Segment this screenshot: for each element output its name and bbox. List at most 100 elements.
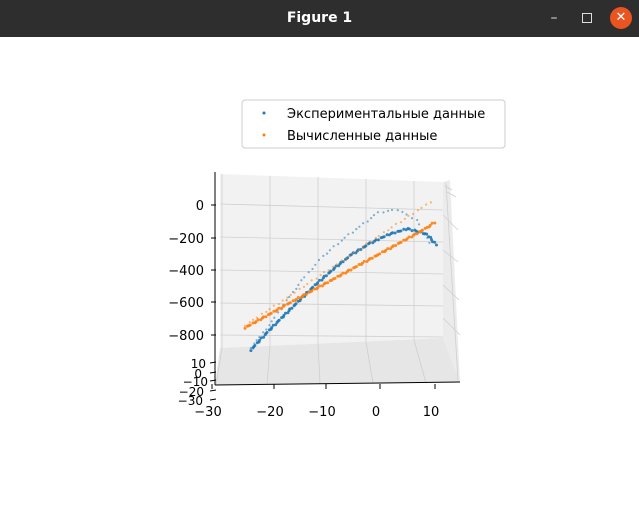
legend-marker-computed bbox=[262, 133, 266, 137]
experimental-point bbox=[316, 281, 320, 285]
computed-point bbox=[269, 311, 273, 315]
computed-point bbox=[265, 310, 268, 313]
computed-point bbox=[286, 296, 289, 299]
experimental-point bbox=[270, 320, 273, 323]
legend-label-experimental: Экспериментальные данные bbox=[287, 107, 485, 122]
computed-point bbox=[420, 228, 424, 232]
computed-point bbox=[283, 303, 286, 307]
experimental-point bbox=[393, 231, 397, 235]
experimental-point bbox=[258, 336, 261, 339]
computed-point bbox=[243, 324, 246, 327]
experimental-point bbox=[351, 231, 354, 234]
computed-point bbox=[399, 221, 403, 224]
computed-point bbox=[323, 281, 327, 285]
experimental-point bbox=[284, 311, 287, 315]
experimental-point bbox=[253, 344, 257, 347]
computed-point bbox=[289, 293, 292, 297]
experimental-point bbox=[249, 347, 252, 350]
computed-point bbox=[312, 287, 316, 291]
computed-point bbox=[260, 312, 263, 315]
computed-point bbox=[326, 281, 330, 285]
computed-point bbox=[413, 232, 417, 236]
experimental-point bbox=[288, 295, 291, 299]
computed-point bbox=[320, 284, 324, 288]
experimental-point bbox=[382, 235, 386, 239]
experimental-point bbox=[359, 248, 363, 251]
y-tick-mark bbox=[209, 398, 217, 401]
title-bar: Figure 1 – ✕ bbox=[0, 0, 639, 37]
z-tick-label: 0 bbox=[196, 199, 204, 214]
experimental-point bbox=[332, 245, 335, 248]
experimental-point bbox=[428, 241, 431, 244]
computed-point bbox=[345, 257, 348, 260]
experimental-point bbox=[253, 342, 256, 345]
computed-point bbox=[349, 268, 353, 272]
computed-point bbox=[339, 273, 343, 277]
computed-point bbox=[277, 306, 281, 310]
computed-point bbox=[357, 249, 360, 252]
computed-point bbox=[394, 222, 397, 225]
experimental-point bbox=[382, 211, 385, 214]
computed-point bbox=[365, 260, 369, 263]
z-tick-label: −400 bbox=[168, 264, 204, 279]
computed-point bbox=[369, 240, 372, 243]
computed-point bbox=[254, 320, 258, 324]
experimental-point bbox=[410, 217, 414, 220]
y-tick-mark bbox=[209, 379, 217, 382]
maximize-box-icon bbox=[582, 13, 592, 23]
experimental-point bbox=[265, 328, 268, 331]
y-tick-mark bbox=[209, 371, 217, 374]
y-ticks: 100−10−20−30 bbox=[178, 357, 217, 408]
x-tick-label: 0 bbox=[372, 405, 380, 420]
computed-point bbox=[377, 234, 380, 238]
y-tick-mark bbox=[209, 389, 217, 392]
computed-point bbox=[394, 244, 398, 247]
computed-point bbox=[304, 292, 308, 296]
experimental-point bbox=[435, 243, 438, 247]
y-tick-label: −10 bbox=[183, 375, 208, 389]
computed-point bbox=[348, 254, 351, 257]
experimental-point bbox=[320, 278, 324, 282]
minimize-icon[interactable]: – bbox=[550, 10, 558, 26]
data-points bbox=[243, 201, 438, 353]
computed-point bbox=[433, 221, 437, 225]
experimental-point bbox=[391, 231, 394, 235]
computed-point bbox=[429, 201, 432, 204]
experimental-point bbox=[340, 239, 343, 242]
window-title: Figure 1 bbox=[286, 10, 353, 26]
experimental-point bbox=[433, 240, 437, 244]
y-tick-label: −20 bbox=[179, 385, 204, 399]
experimental-point bbox=[277, 318, 281, 322]
computed-point bbox=[248, 323, 252, 327]
close-icon[interactable]: ✕ bbox=[610, 7, 632, 29]
y-tick-label: −30 bbox=[178, 394, 203, 408]
computed-point bbox=[370, 256, 374, 260]
computed-point bbox=[264, 315, 268, 319]
computed-point bbox=[310, 279, 313, 282]
computed-point bbox=[362, 259, 366, 263]
computed-point bbox=[384, 249, 388, 252]
computed-point bbox=[268, 308, 271, 311]
computed-point bbox=[291, 299, 295, 303]
experimental-point bbox=[297, 283, 300, 286]
experimental-point bbox=[396, 209, 399, 212]
computed-point bbox=[374, 236, 377, 239]
computed-point bbox=[420, 206, 423, 209]
experimental-point bbox=[328, 249, 331, 252]
computed-point bbox=[430, 221, 434, 225]
y-tick-mark bbox=[209, 361, 217, 364]
experimental-point bbox=[426, 236, 429, 240]
computed-point bbox=[306, 282, 309, 286]
legend-box bbox=[241, 99, 506, 149]
computed-point bbox=[322, 271, 326, 274]
computed-point bbox=[407, 235, 411, 239]
experimental-point bbox=[300, 279, 303, 282]
computed-point bbox=[407, 214, 410, 217]
experimental-point bbox=[265, 331, 269, 334]
experimental-point bbox=[249, 349, 253, 353]
computed-point bbox=[387, 229, 390, 232]
maximize-icon[interactable] bbox=[577, 8, 597, 28]
computed-point bbox=[256, 318, 260, 322]
computed-point bbox=[425, 203, 428, 206]
